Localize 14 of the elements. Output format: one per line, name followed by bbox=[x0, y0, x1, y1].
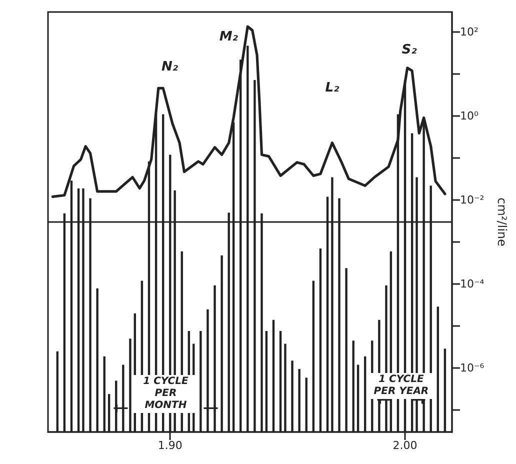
y2-tick-label: 10⁻⁴ bbox=[460, 278, 485, 291]
annotation: N₂ bbox=[162, 59, 178, 74]
annotation: 1 CYCLE PER MONTH bbox=[132, 375, 199, 414]
annotation: M₂ bbox=[219, 30, 238, 45]
y2-tick-label: 10² bbox=[460, 26, 478, 39]
annotation: L₂ bbox=[325, 80, 340, 96]
y2-axis-title: cm²/line bbox=[495, 198, 509, 246]
annotation: S₂ bbox=[402, 42, 417, 58]
annotation: 1 CYCLE PER YEAR bbox=[368, 372, 434, 399]
y2-tick-label: 10⁰ bbox=[460, 110, 479, 123]
y2-tick-label: 10⁻⁶ bbox=[460, 362, 485, 375]
x-tick-label: 1.90 bbox=[158, 439, 182, 452]
y2-tick-label: 10⁻² bbox=[460, 194, 484, 207]
x-tick-label: 2.00 bbox=[392, 439, 418, 452]
